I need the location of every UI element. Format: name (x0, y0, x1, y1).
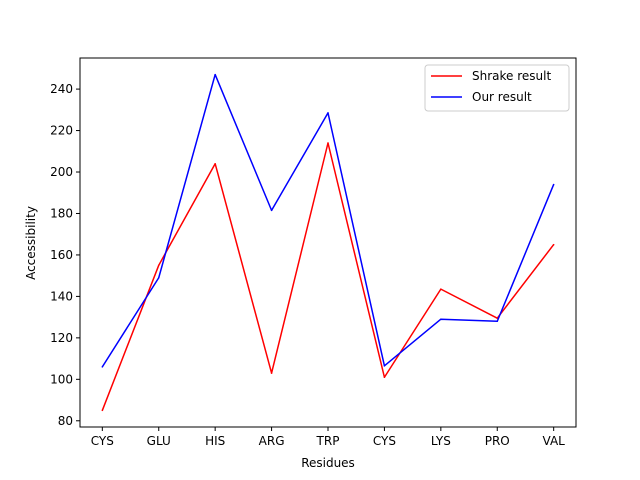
y-tick-label: 240 (50, 82, 73, 96)
data-point (327, 112, 329, 114)
x-tick-label: GLU (147, 434, 171, 448)
series-layer (101, 73, 555, 412)
x-tick-label: CYS (373, 434, 396, 448)
data-point (214, 162, 216, 165)
data-point (383, 365, 386, 367)
data-point (101, 409, 104, 412)
x-tick-label: TRP (316, 434, 340, 448)
data-point (440, 288, 442, 290)
y-axis: 80 100 120 140 160 180 200 220 240 (50, 82, 80, 428)
y-tick-label: 100 (50, 372, 73, 386)
data-point (496, 320, 499, 323)
x-axis-label: Residues (301, 456, 355, 470)
data-point (270, 209, 273, 212)
y-axis-label: Accessibility (24, 206, 38, 280)
x-tick-label: PRO (485, 434, 510, 448)
data-point (383, 376, 386, 378)
legend-label-shrake: Shrake result (472, 69, 551, 83)
x-tick-label: ARG (259, 434, 285, 448)
x-tick-label: HIS (205, 434, 225, 448)
data-point (214, 73, 216, 76)
y-tick-label: 220 (50, 124, 73, 138)
data-point (552, 183, 555, 186)
data-point (552, 243, 555, 246)
x-axis: CYS GLU HIS ARG TRP CYS LYS PRO VAL (91, 427, 565, 448)
y-tick-label: 80 (58, 414, 73, 428)
legend-label-ours: Our result (472, 90, 532, 104)
x-tick-label: VAL (543, 434, 566, 448)
y-tick-label: 140 (50, 289, 73, 303)
legend: Shrake result Our result (424, 64, 570, 112)
data-point (157, 276, 160, 279)
data-point (440, 318, 442, 320)
data-point (157, 264, 160, 267)
data-point (327, 142, 329, 144)
x-tick-label: CYS (91, 434, 114, 448)
y-tick-label: 180 (50, 206, 73, 220)
y-tick-label: 120 (50, 331, 73, 345)
data-point (270, 372, 273, 374)
x-tick-label: LYS (431, 434, 451, 448)
data-point (101, 366, 104, 368)
y-tick-label: 200 (50, 165, 73, 179)
y-tick-label: 160 (50, 248, 73, 262)
